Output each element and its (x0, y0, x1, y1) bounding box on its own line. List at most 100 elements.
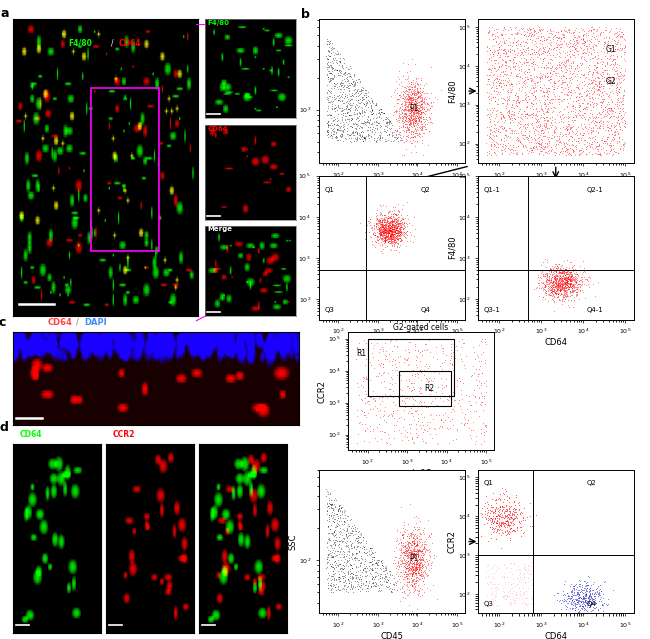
Point (402, 546, 412, 556)
Point (340, 570, 350, 580)
Point (562, 119, 573, 129)
Point (526, 75, 536, 85)
Point (406, 564, 416, 574)
Point (596, 27, 606, 37)
Point (376, 226, 386, 236)
Point (327, 69, 337, 79)
Point (353, 91, 363, 101)
Point (412, 98, 423, 108)
Point (491, 512, 502, 523)
Point (394, 223, 404, 233)
Point (382, 125, 393, 135)
Point (410, 98, 420, 108)
Point (333, 540, 343, 550)
Point (554, 284, 565, 295)
Point (323, 45, 333, 55)
Point (586, 25, 597, 35)
Point (345, 571, 356, 581)
Point (581, 98, 592, 108)
Point (556, 79, 566, 89)
Point (368, 229, 378, 239)
Point (370, 116, 381, 126)
Point (593, 146, 604, 156)
Point (325, 548, 335, 558)
Point (343, 521, 353, 531)
Point (381, 201, 391, 212)
Point (503, 105, 514, 116)
Point (415, 116, 426, 126)
Point (518, 121, 528, 131)
Point (566, 273, 576, 284)
Point (500, 578, 510, 588)
Point (412, 557, 423, 567)
Point (604, 146, 615, 157)
Point (337, 61, 347, 72)
Point (568, 282, 578, 292)
Point (540, 270, 551, 281)
Point (607, 97, 618, 107)
Point (367, 569, 377, 579)
Point (404, 543, 414, 553)
Point (402, 95, 413, 105)
Point (530, 282, 541, 293)
Point (334, 121, 345, 132)
Point (378, 573, 389, 583)
Point (534, 136, 544, 146)
Point (366, 102, 376, 112)
Point (370, 208, 381, 218)
Point (383, 221, 393, 231)
Point (432, 334, 442, 344)
Point (363, 580, 373, 590)
Point (555, 286, 566, 296)
Point (619, 47, 629, 57)
Point (590, 116, 600, 126)
Point (419, 578, 429, 589)
Point (350, 79, 360, 89)
Point (365, 214, 375, 224)
Point (526, 98, 536, 108)
Point (413, 555, 423, 566)
Point (503, 590, 514, 601)
Point (380, 581, 391, 591)
Point (613, 128, 623, 138)
Point (383, 231, 393, 241)
Point (505, 70, 515, 81)
Point (346, 73, 357, 84)
Point (612, 99, 622, 109)
Point (502, 510, 512, 520)
Point (399, 105, 410, 115)
Point (619, 116, 630, 127)
Point (408, 581, 419, 592)
Point (377, 233, 387, 243)
Point (425, 385, 436, 395)
Point (556, 33, 567, 43)
Point (504, 105, 514, 116)
Point (534, 149, 545, 159)
Y-axis label: SSC: SSC (288, 83, 297, 99)
Point (506, 45, 517, 55)
Point (561, 272, 571, 282)
Point (327, 119, 337, 130)
Point (525, 49, 536, 59)
Point (504, 504, 514, 514)
Point (501, 56, 512, 66)
Point (408, 551, 418, 561)
Point (590, 76, 600, 86)
Point (558, 284, 569, 295)
Point (535, 82, 545, 92)
Point (504, 150, 514, 160)
Point (478, 519, 489, 529)
Point (361, 100, 371, 110)
Point (564, 119, 574, 129)
Point (358, 127, 368, 137)
Point (518, 58, 528, 68)
Point (324, 524, 335, 534)
Point (380, 237, 390, 247)
Point (478, 392, 489, 403)
Point (374, 223, 384, 233)
Point (590, 148, 600, 158)
Point (580, 114, 590, 124)
Point (602, 121, 612, 132)
Point (608, 88, 619, 98)
Point (478, 405, 488, 415)
